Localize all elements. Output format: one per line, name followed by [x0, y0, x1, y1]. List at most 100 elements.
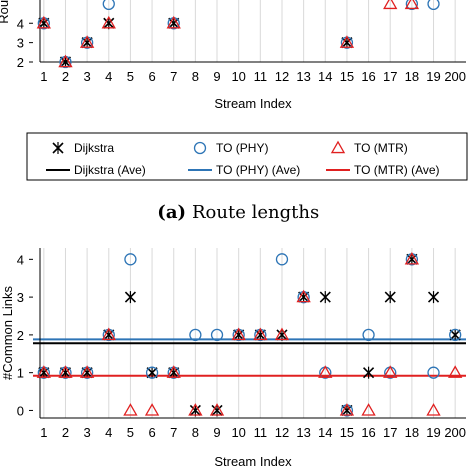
bottom-point — [189, 328, 202, 342]
top-x-tick-label: 19 — [426, 69, 440, 84]
bottom-average-lines — [33, 338, 466, 377]
top-y-tick-label: 4 — [17, 16, 24, 31]
top-y-axis-title: Rout — [0, 0, 11, 24]
bottom-point — [144, 403, 160, 416]
top-point — [101, 15, 116, 29]
legend-symbol — [52, 142, 64, 154]
top-y-tick-label: 3 — [17, 36, 24, 51]
legend-label: TO (PHY) (Ave) — [216, 163, 300, 177]
bottom-point — [449, 328, 462, 342]
bottom-x-tick-label: 19 — [426, 425, 440, 440]
bottom-point — [448, 365, 463, 378]
bottom-point — [384, 291, 396, 304]
top-x-tick-label: 8 — [192, 69, 199, 84]
bottom-x-tick-label: 6 — [148, 425, 155, 440]
top-x-tick-label: 16 — [361, 69, 375, 84]
top-x-tick-label: 200 — [444, 69, 466, 84]
top-x-tick-label: 10 — [231, 69, 245, 84]
top-x-tick-label: 17 — [383, 69, 397, 84]
top-x-tick-label: 6 — [148, 69, 155, 84]
top-point — [102, 0, 115, 11]
bottom-point — [361, 403, 376, 416]
legend: Dijkstra TO (PHY) TO (MTR) Dijkstra (Ave) TO… — [26, 132, 468, 181]
top-x-tick-label: 5 — [127, 69, 134, 84]
bottom-point — [274, 327, 290, 341]
bottom-point — [318, 365, 333, 378]
bottom-x-axis-title: Stream Index — [214, 454, 292, 469]
bottom-x-tick-label: 2 — [62, 425, 69, 440]
bottom-x-tick-label: 15 — [340, 425, 354, 440]
bottom-point — [101, 327, 116, 341]
bottom-x-tick-label: 8 — [192, 425, 199, 440]
bottom-point — [123, 403, 138, 416]
legend-label: TO (MTR) (Ave) — [354, 163, 440, 177]
top-point — [79, 35, 95, 48]
legend-symbol — [330, 140, 346, 154]
bottom-x-tick-label: 11 — [254, 425, 268, 440]
bottom-point — [58, 365, 73, 378]
top-x-tick-label: 7 — [170, 69, 177, 84]
bottom-point — [363, 366, 375, 379]
bottom-y-axis-title: #Common Links — [0, 286, 15, 380]
bottom-point — [166, 365, 181, 378]
bottom-x-tick-label: 200 — [444, 425, 466, 440]
legend-box — [26, 132, 468, 181]
top-y-ticks: 2 3 4 — [17, 16, 33, 70]
top-x-tick-label: 12 — [275, 69, 289, 84]
bottom-point — [231, 327, 246, 341]
bottom-point — [339, 403, 355, 416]
top-x-tick-label: 3 — [84, 69, 91, 84]
top-x-axis-title: Stream Index — [214, 96, 292, 111]
bottom-point — [362, 328, 375, 342]
bottom-point — [427, 366, 440, 379]
bottom-x-tick-label: 18 — [405, 425, 419, 440]
bottom-point — [124, 253, 137, 266]
bottom-y-tick-label: 2 — [17, 328, 24, 343]
top-x-tick-label: 1 — [40, 69, 47, 84]
bottom-y-tick-label: 3 — [17, 290, 24, 305]
top-x-tick-label: 14 — [318, 69, 332, 84]
legend-label: Dijkstra — [74, 141, 114, 155]
bottom-x-tick-label: 1 — [40, 425, 47, 440]
bottom-point — [449, 328, 461, 341]
bottom-point — [404, 251, 420, 265]
bottom-point — [253, 327, 268, 341]
bottom-x-tick-label: 4 — [105, 425, 112, 440]
bottom-y-tick-label: 1 — [17, 366, 24, 381]
bottom-point — [427, 291, 440, 304]
bottom-x-tick-label: 12 — [275, 425, 289, 440]
bottom-point — [426, 403, 441, 416]
bottom-point — [319, 291, 331, 304]
top-point — [383, 0, 398, 10]
chart-route-lengths: 234 1 2 3 4 5 6 7 8 9 10 11 12 13 14 15 16 17 18 19 200 Rou… — [0, 0, 466, 111]
legend-label: TO (PHY) — [216, 141, 268, 155]
bottom-point — [188, 403, 203, 416]
bottom-point — [209, 403, 225, 416]
bottom-grid — [43, 248, 456, 418]
top-x-tick-label: 15 — [340, 69, 354, 84]
bottom-point — [145, 366, 159, 379]
top-point — [58, 54, 73, 68]
bottom-points — [36, 251, 463, 417]
bottom-y-tick-label: 0 — [17, 403, 24, 418]
bottom-x-tick-label: 17 — [383, 425, 397, 440]
top-point — [36, 15, 51, 29]
bottom-point — [146, 366, 158, 379]
top-y-tick-label: 2 — [17, 55, 24, 70]
bottom-y-ticks: 0 1 2 3 4 — [17, 252, 33, 418]
legend-label: Dijkstra (Ave) — [74, 163, 146, 177]
bottom-x-tick-label: 16 — [361, 425, 375, 440]
bottom-x-tick-label: 9 — [213, 425, 220, 440]
bottom-x-tick-label: 7 — [170, 425, 177, 440]
top-point — [166, 15, 181, 29]
top-x-tick-label: 11 — [254, 69, 268, 84]
bottom-x-tick-label: 10 — [231, 425, 245, 440]
bottom-point — [210, 328, 224, 342]
bottom-x-tick-label: 13 — [296, 425, 310, 440]
bottom-point — [36, 365, 51, 378]
bottom-x-tick-label: 5 — [127, 425, 134, 440]
figure-caption: (a) Route lengths — [157, 202, 319, 223]
legend-label: TO (MTR) — [354, 141, 408, 155]
